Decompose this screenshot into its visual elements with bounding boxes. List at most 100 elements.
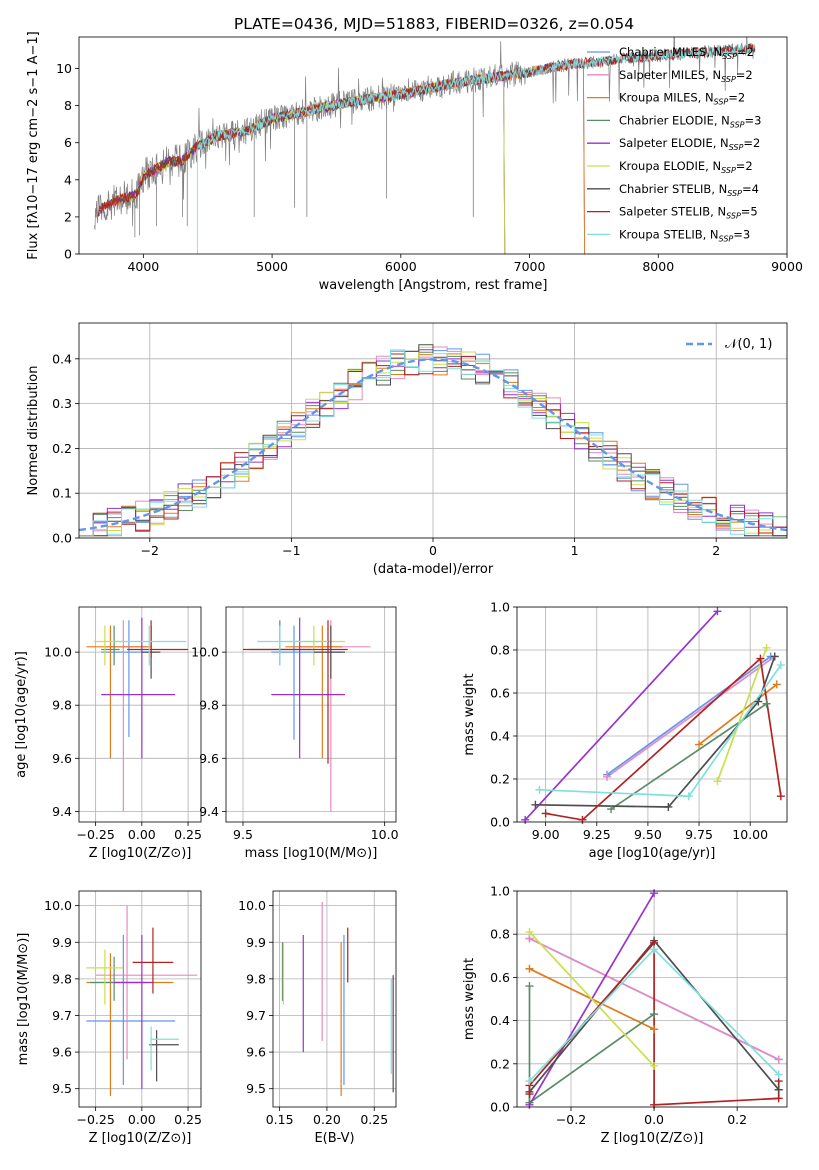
massweight-vs-age-marker-salpeter-elodie-1 — [713, 607, 722, 616]
massweight-vs-z-marker-kroupa-stelib-0 — [525, 1077, 534, 1086]
panel-massweight-vs-z: −0.2 0.0 0.2 0.0 0.2 0.4 0.6 0.8 1.0 Z [log10(Z/Z… — [462, 884, 788, 1146]
massweight-vs-age-marker-kroupa-stelib-1 — [684, 792, 693, 801]
massweight-vs-z-xtick-label-2: 0.2 — [727, 1112, 747, 1127]
massweight-vs-z-line-kroupa-elodie — [528, 931, 655, 1067]
residuals-hist-kroupa-stelib — [79, 349, 787, 537]
mass-vs-z-ytick-label-0: 9.5 — [52, 1081, 72, 1096]
panel-massweight-vs-age: 9.00 9.25 9.50 9.75 10.00 0.0 0.2 0.4 0.6 0.8 1.0 a… — [462, 600, 788, 861]
residuals-xtick-label-2: 0 — [429, 543, 437, 558]
age-vs-mass-point-chabrier-stelib — [313, 625, 345, 679]
age-vs-mass-ytick-label-0: 9.4 — [199, 804, 219, 819]
age-vs-z-point-kroupa-miles — [86, 625, 152, 759]
massweight-vs-age-xtick-label-4: 10.00 — [732, 827, 768, 842]
age-vs-mass-frame — [225, 606, 397, 823]
age-vs-mass-xlabel: mass [log10(M/M⊙)] — [245, 846, 378, 861]
massweight-vs-age-marker-salpeter-stelib-2 — [756, 654, 765, 663]
spectrum-frame — [78, 36, 788, 255]
panel-mass-vs-z: −0.25 0.00 0.25 9.5 9.6 9.7 9.8 9.9 10.0 Z [log10… — [16, 890, 202, 1146]
mass-vs-z-point-salpeter-stelib — [132, 927, 174, 994]
massweight-vs-age-marker-salpeter-stelib-0 — [541, 809, 550, 818]
residuals-xtick-label-3: 1 — [571, 543, 579, 558]
legend-entry-chabrier-miles: Chabrier MILES, NSSP=2 — [619, 45, 754, 61]
legend-entry-salpeter-stelib: Salpeter STELIB, NSSP=5 — [619, 205, 758, 221]
massweight-vs-age-marker-kroupa-miles-0 — [695, 740, 704, 749]
massweight-vs-z-marker-kroupa-miles-0 — [525, 964, 534, 973]
mass-vs-ebv-ytick-label-5: 10.0 — [238, 898, 266, 913]
mass-vs-ebv-ytick-label-3: 9.8 — [246, 971, 266, 986]
mass-vs-ebv-xtick-label-1: 0.20 — [313, 1112, 341, 1127]
massweight-vs-z-ytick-label-5: 1.0 — [490, 884, 510, 899]
massweight-vs-z-marker-chabrier-elodie-2 — [650, 1010, 659, 1019]
spectrum-ylabel: Flux [fλ10−17 erg cm−2 s−1 A−1] — [26, 31, 41, 259]
spectrum-ytick-label-5: 10 — [56, 61, 72, 76]
massweight-vs-z-ytick-label-2: 0.4 — [490, 1013, 510, 1028]
massweight-vs-z-marker-chabrier-elodie-0 — [525, 982, 534, 991]
massweight-vs-age-marker-kroupa-elodie-1 — [762, 643, 771, 652]
massweight-vs-z-ytick-label-1: 0.2 — [490, 1056, 510, 1071]
residuals-ytick-label-3: 0.3 — [52, 396, 72, 411]
mass-vs-ebv-xtick-label-0: 0.15 — [266, 1112, 294, 1127]
age-vs-mass-xtick-label-1: 10.0 — [371, 827, 399, 842]
residuals-ytick-label-2: 0.2 — [52, 441, 72, 456]
mass-vs-ebv-ytick-label-2: 9.7 — [246, 1008, 266, 1023]
mass-vs-ebv-ytick-label-0: 9.5 — [246, 1081, 266, 1096]
massweight-vs-z-marker-salpeter-miles-1 — [774, 1055, 783, 1064]
age-vs-z-point-chabrier-elodie — [101, 625, 120, 666]
massweight-vs-age-line-chabrier-stelib — [535, 656, 776, 808]
legend-entry-kroupa-miles: Kroupa MILES, NSSP=2 — [619, 91, 745, 107]
age-vs-z-ytick-label-0: 9.4 — [52, 804, 72, 819]
massweight-vs-age-xlabel: age [log10(age/yr)] — [589, 846, 716, 861]
spectrum-xtick-label-5: 9000 — [771, 259, 803, 274]
massweight-vs-z-marker-chabrier-stelib-3 — [774, 1085, 783, 1094]
massweight-vs-age-marker-salpeter-stelib-1 — [578, 815, 587, 824]
massweight-vs-z-ytick-label-4: 0.8 — [490, 927, 510, 942]
massweight-vs-z-marker-salpeter-stelib-4 — [774, 1094, 783, 1103]
spectrum-xtick-label-3: 7000 — [514, 259, 546, 274]
spectrum-ytick-label-2: 4 — [64, 172, 72, 187]
massweight-vs-z-marker-kroupa-miles-1 — [650, 1025, 659, 1034]
massweight-vs-age-ytick-label-4: 0.8 — [490, 643, 510, 658]
residuals-xtick-label-4: 2 — [712, 543, 720, 558]
massweight-vs-z-marker-kroupa-stelib-1 — [650, 945, 659, 954]
panel-spectrum: 4000 5000 6000 7000 8000 9000 0 2 4 6 8 10 wavelengt… — [26, 31, 803, 293]
age-vs-z-frame — [78, 606, 202, 823]
legend-entry-kroupa-stelib: Kroupa STELIB, NSSP=3 — [619, 227, 750, 243]
massweight-vs-z-ytick-label-3: 0.6 — [490, 970, 510, 985]
mass-vs-z-plot-area — [79, 891, 201, 1107]
spectrum-ytick-label-4: 8 — [64, 98, 72, 113]
age-vs-mass-point-salpeter-stelib — [243, 620, 348, 764]
mass-vs-z-xtick-label-0: −0.25 — [76, 1112, 114, 1127]
mass-vs-ebv-ytick-label-4: 9.9 — [246, 935, 266, 950]
massweight-vs-z-marker-kroupa-elodie-0 — [525, 928, 534, 937]
spectrum-xtick-label-2: 6000 — [385, 259, 417, 274]
massweight-vs-z-xtick-label-0: −0.2 — [556, 1112, 586, 1127]
massweight-vs-age-line-kroupa-miles — [698, 683, 778, 746]
age-vs-z-point-kroupa-stelib — [114, 625, 187, 666]
massweight-vs-z-frame — [516, 890, 788, 1108]
mass-vs-z-ylabel: mass [log10(M/M⊙)] — [16, 933, 31, 1066]
age-vs-z-xtick-label-0: −0.25 — [76, 827, 114, 842]
residuals-legend-label: 𝒩(0, 1) — [725, 337, 772, 352]
legend-entry-salpeter-miles: Salpeter MILES, NSSP=2 — [619, 68, 753, 84]
residuals-ylabel: Normed distribution — [26, 366, 41, 496]
massweight-vs-age-marker-salpeter-miles-0 — [603, 772, 611, 781]
legend-entry-kroupa-elodie: Kroupa ELODIE, NSSP=2 — [619, 159, 753, 175]
mass-vs-ebv-frame — [272, 890, 397, 1108]
mass-vs-z-ytick-label-4: 9.9 — [52, 935, 72, 950]
massweight-vs-age-marker-kroupa-stelib-2 — [776, 661, 785, 670]
panel-age-vs-z: −0.25 0.00 0.25 9.4 9.6 9.8 10.0 Z [log10(Z/Z⊙)… — [14, 606, 202, 861]
residuals-ytick-label-0: 0.0 — [52, 531, 72, 546]
mass-vs-ebv-xtick-label-2: 0.25 — [360, 1112, 388, 1127]
massweight-vs-age-marker-kroupa-elodie-0 — [713, 777, 722, 786]
massweight-vs-z-marker-kroupa-elodie-1 — [650, 1061, 659, 1070]
age-vs-z-xtick-label-2: 0.25 — [174, 827, 202, 842]
mass-vs-z-point-chabrier-stelib — [149, 1030, 179, 1082]
mass-vs-z-frame — [78, 890, 202, 1108]
mass-vs-ebv-plot-area — [273, 891, 396, 1107]
mass-vs-z-xlabel: Z [log10(Z/Z⊙)] — [89, 1131, 192, 1146]
massweight-vs-age-line-salpeter-elodie — [524, 610, 719, 821]
figure-title: PLATE=0436, MJD=51883, FIBERID=0326, z=0… — [234, 15, 634, 33]
spectrum-xlabel: wavelength [Angstrom, rest frame] — [319, 278, 548, 293]
massweight-vs-age-xtick-label-1: 9.25 — [583, 827, 611, 842]
mass-vs-z-ytick-label-3: 9.8 — [52, 971, 72, 986]
